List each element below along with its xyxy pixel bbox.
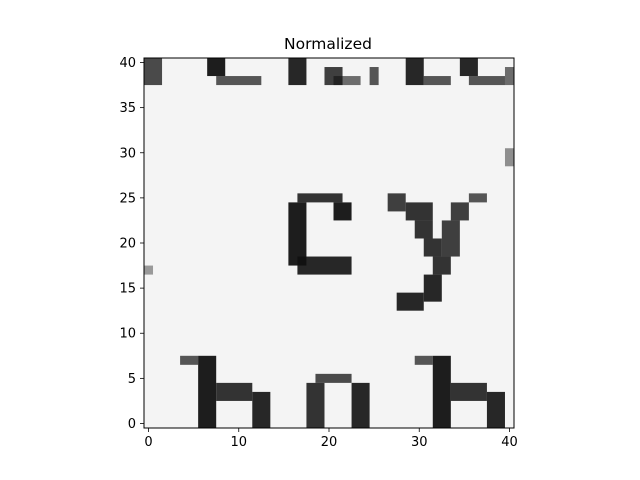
glyph-stroke	[450, 202, 469, 221]
x-tick-label: 10	[230, 435, 247, 450]
glyph-stroke	[423, 238, 442, 257]
glyph-stroke	[315, 373, 352, 383]
glyph-stroke	[369, 67, 379, 86]
y-tick-label: 25	[119, 191, 136, 206]
glyph-stroke	[468, 193, 487, 203]
glyph-stroke	[441, 220, 460, 257]
glyph-stroke	[297, 256, 352, 275]
glyph-stroke	[351, 382, 370, 428]
glyph-stroke	[414, 355, 433, 365]
glyph-stroke	[144, 58, 163, 86]
glyph-stroke	[459, 58, 478, 77]
y-tick-label: 30	[119, 146, 136, 161]
y-axis: 0 5 10 15 20 25 30 35 40	[119, 56, 144, 432]
glyph-stroke	[405, 202, 433, 221]
glyph-stroke	[207, 58, 226, 77]
glyph-stroke	[504, 148, 514, 167]
glyph-stroke	[252, 391, 271, 428]
y-tick-label: 20	[119, 237, 136, 252]
y-tick-label: 40	[119, 56, 136, 71]
glyph-stroke	[216, 382, 253, 401]
plot-title: Normalized	[284, 35, 372, 53]
glyph-stroke	[216, 76, 262, 86]
glyph-stroke	[198, 355, 217, 428]
glyph-stroke	[180, 355, 199, 365]
glyph-stroke	[405, 58, 424, 86]
y-tick-label: 0	[128, 417, 136, 432]
glyph-stroke	[396, 292, 424, 311]
glyph-stroke	[297, 193, 343, 203]
glyph-stroke	[450, 382, 487, 401]
glyph-stroke	[432, 256, 451, 275]
glyph-stroke	[486, 391, 505, 428]
x-tick-label: 40	[501, 435, 518, 450]
glyph-stroke	[288, 202, 307, 266]
glyph-stroke	[288, 58, 307, 86]
glyph-stroke	[468, 76, 505, 86]
y-tick-label: 10	[119, 327, 136, 342]
x-axis: 0 10 20 30 40	[144, 428, 518, 450]
glyph-stroke	[423, 76, 451, 86]
grayscale-image	[144, 58, 514, 428]
y-tick-label: 35	[119, 101, 136, 116]
glyph-stroke	[423, 274, 442, 302]
glyph-stroke	[432, 355, 451, 428]
glyph-stroke	[504, 67, 514, 86]
glyph-stroke	[387, 193, 406, 212]
glyph-stroke	[333, 76, 361, 86]
glyph-stroke	[414, 220, 433, 239]
x-tick-label: 30	[411, 435, 428, 450]
y-tick-label: 5	[128, 372, 136, 387]
glyph-stroke	[144, 265, 154, 275]
x-tick-label: 0	[144, 435, 152, 450]
glyph-stroke	[333, 202, 352, 221]
x-tick-label: 20	[321, 435, 338, 450]
y-tick-label: 15	[119, 282, 136, 297]
glyph-stroke	[306, 382, 325, 428]
